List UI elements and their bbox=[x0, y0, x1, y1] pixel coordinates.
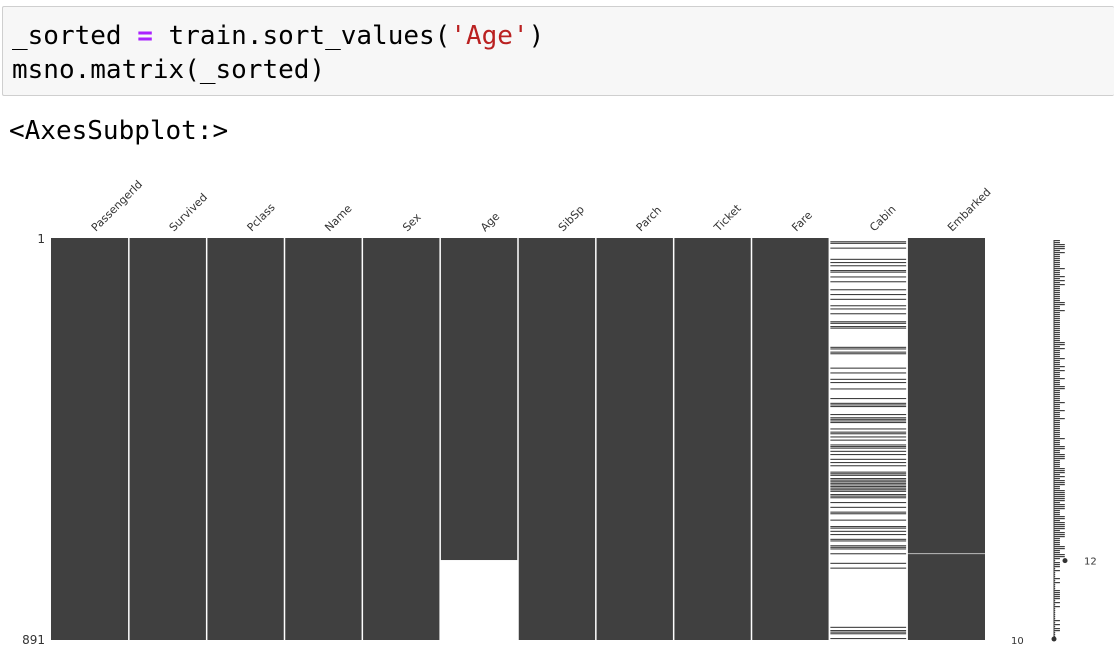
matrix-column-cabin-stripes bbox=[830, 241, 907, 640]
sparkline bbox=[1054, 240, 1065, 640]
matrix-column-sex bbox=[362, 238, 441, 640]
code-var: _sorted bbox=[12, 21, 122, 51]
output-text: <AxesSubplot:> bbox=[9, 116, 229, 146]
column-label-passengerid: PassengerId bbox=[89, 178, 145, 234]
matrix-column-name bbox=[284, 238, 363, 640]
matrix-column-ticket bbox=[673, 238, 752, 640]
matrix-column-pclass bbox=[206, 238, 285, 640]
column-label-fare: Fare bbox=[789, 208, 815, 234]
sparkline-min-marker bbox=[1051, 636, 1057, 642]
matrix-column-sibsp bbox=[518, 238, 596, 640]
column-label-pclass: Pclass bbox=[245, 201, 278, 234]
sparkline-max-marker bbox=[1062, 558, 1068, 564]
missingno-matrix-svg: PassengerId Survived Pclass Name Sex Age SibSp… bbox=[22, 178, 1097, 647]
code-string-arg: 'Age' bbox=[450, 21, 529, 51]
column-label-sibsp: SibSp bbox=[556, 203, 587, 234]
matrix-column-age-present bbox=[440, 238, 518, 561]
y-tick-label-bottom: 891 bbox=[22, 633, 45, 647]
code-line-1: _sorted = train.sort_values('Age') bbox=[12, 19, 544, 53]
column-label-ticket: Ticket bbox=[711, 201, 744, 234]
code-line-2: msno.matrix(_sorted) bbox=[12, 55, 326, 85]
code-cell[interactable]: _sorted = train.sort_values('Age') msno.… bbox=[2, 6, 1114, 96]
y-tick-label-top: 1 bbox=[37, 232, 45, 246]
column-label-survived: Survived bbox=[167, 191, 210, 234]
code-close-paren: ) bbox=[528, 21, 545, 51]
code-call: train.sort_values( bbox=[168, 21, 451, 51]
matrix-column-fare bbox=[751, 238, 830, 640]
column-label-sex: Sex bbox=[400, 210, 424, 234]
code-operator: = bbox=[137, 21, 153, 51]
matrix-column-passengerid bbox=[51, 238, 129, 640]
column-label-cabin: Cabin bbox=[867, 203, 898, 234]
column-label-embarked: Embarked bbox=[945, 186, 994, 235]
column-label-name: Name bbox=[322, 202, 354, 234]
sparkline-max-label: 12 bbox=[1084, 557, 1097, 568]
column-label-age: Age bbox=[478, 210, 502, 234]
sparkline-min-label: 10 bbox=[1011, 636, 1024, 647]
matrix-column-cabin-bg bbox=[829, 238, 908, 640]
column-label-parch: Parch bbox=[634, 204, 665, 235]
matrix-column-age-missing bbox=[440, 560, 518, 640]
missingno-matrix-figure: PassengerId Survived Pclass Name Sex Age SibSp… bbox=[0, 160, 1114, 654]
matrix-column-embarked bbox=[907, 238, 985, 640]
matrix-column-survived bbox=[128, 238, 207, 640]
matrix-column-parch bbox=[595, 238, 674, 640]
